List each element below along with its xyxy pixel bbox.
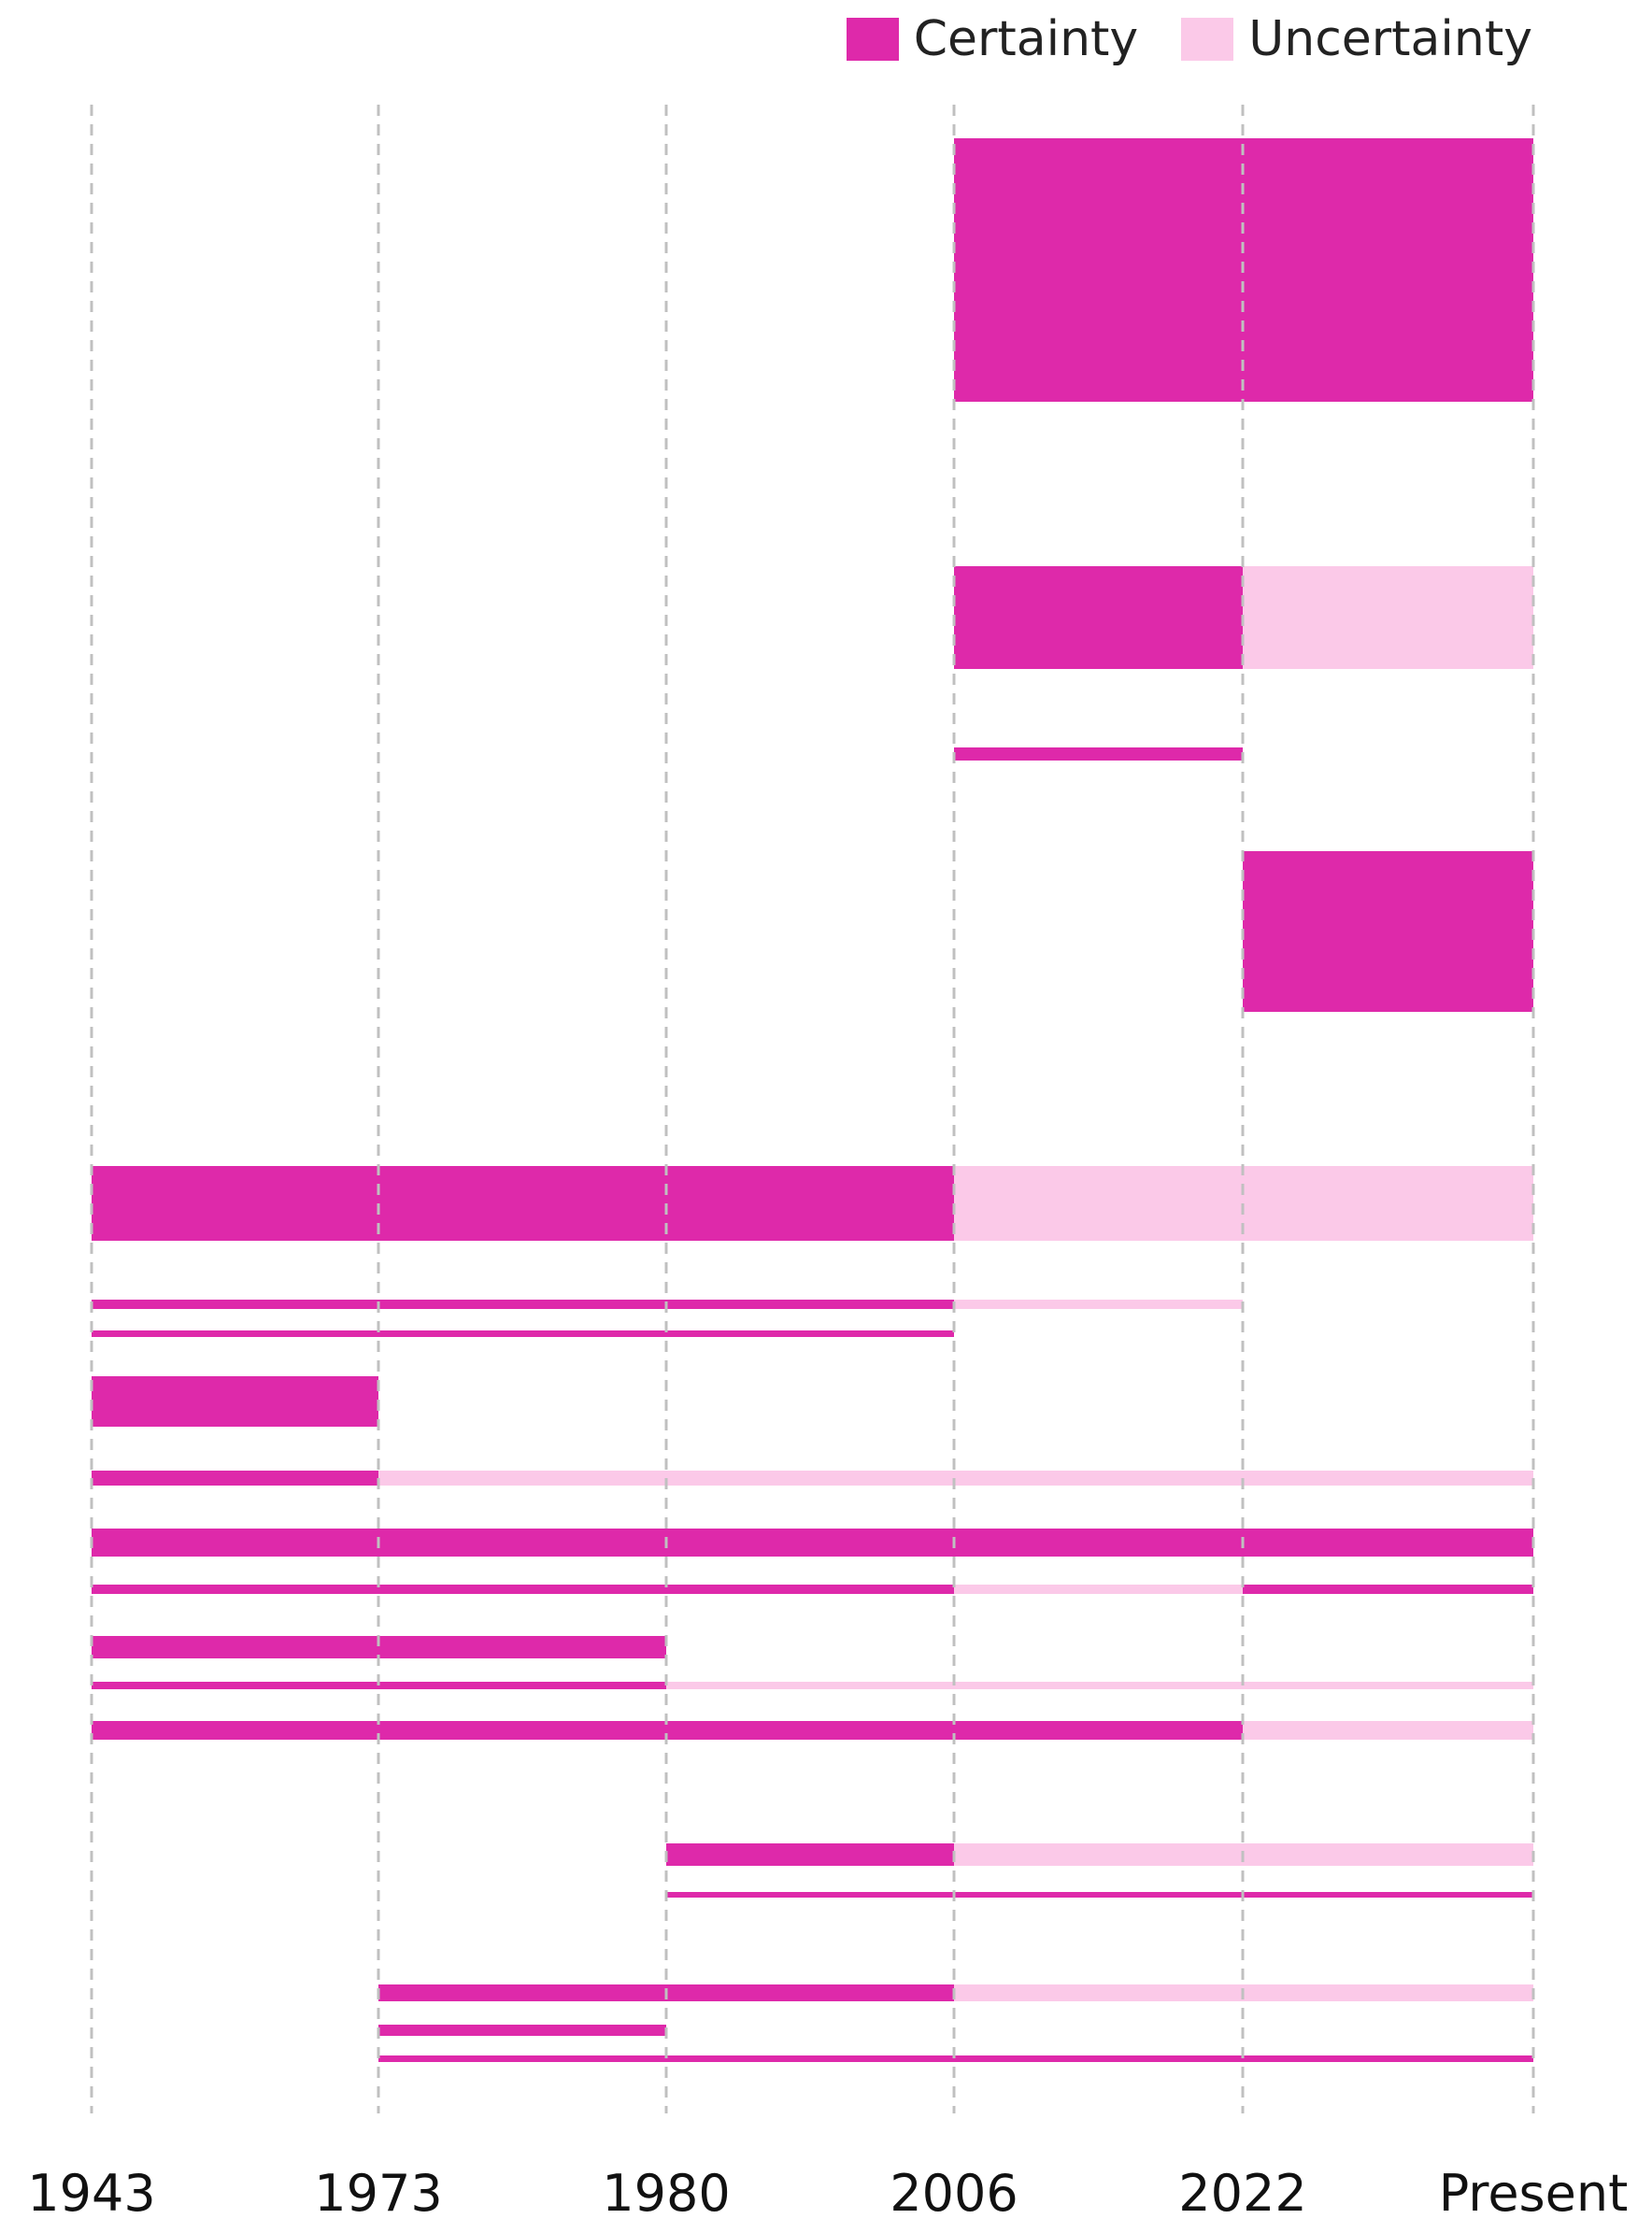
x-tick-label-1980: 1980	[602, 2164, 730, 2223]
bar-segment-28	[378, 2025, 666, 2036]
bar-segment-9	[954, 1300, 1243, 1309]
bar-segment-4	[954, 747, 1243, 761]
bar-segment-6	[92, 1166, 954, 1241]
bar-segment-3	[1243, 566, 1533, 669]
bar-segment-22	[1243, 1721, 1533, 1740]
legend-swatch-uncertainty	[1181, 18, 1234, 61]
x-tick-label-2006: 2006	[890, 2164, 1018, 2223]
bar-segment-11	[92, 1376, 378, 1427]
legend-item-uncertainty: Uncertainty	[1181, 15, 1532, 64]
gridlines	[90, 105, 1535, 2113]
bar-segment-2	[954, 566, 1243, 669]
x-tick-label-1943: 1943	[27, 2164, 155, 2223]
bar-segment-13	[378, 1471, 1533, 1486]
legend-swatch-certainty	[846, 18, 899, 61]
x-tick-label-1973: 1973	[314, 2164, 442, 2223]
bar-segment-17	[1243, 1585, 1533, 1594]
bar-segment-23	[666, 1843, 954, 1866]
bar-segment-10	[92, 1330, 954, 1337]
bars	[92, 138, 1533, 2062]
bar-segment-16	[954, 1585, 1243, 1594]
bar-segment-8	[92, 1300, 954, 1309]
legend-label-certainty: Certainty	[913, 11, 1139, 67]
bar-segment-29	[378, 2055, 1533, 2062]
bar-segment-20	[666, 1682, 1533, 1689]
bar-segment-12	[92, 1471, 378, 1486]
legend-item-certainty: Certainty	[846, 11, 1139, 67]
x-tick-label-present: Present	[1439, 2164, 1629, 2223]
x-tick-label-2022: 2022	[1178, 2164, 1306, 2223]
legend-label-uncertainty: Uncertainty	[1248, 11, 1532, 67]
legend: Certainty Uncertainty	[846, 11, 1532, 67]
x-axis-ticks: 1943 1973 1980 2006 2022 Present	[27, 2164, 1628, 2223]
bar-segment-5	[1243, 851, 1533, 1012]
bar-segment-15	[92, 1585, 954, 1594]
bar-segment-25	[666, 1892, 1533, 1898]
bar-segment-14	[92, 1529, 1533, 1557]
